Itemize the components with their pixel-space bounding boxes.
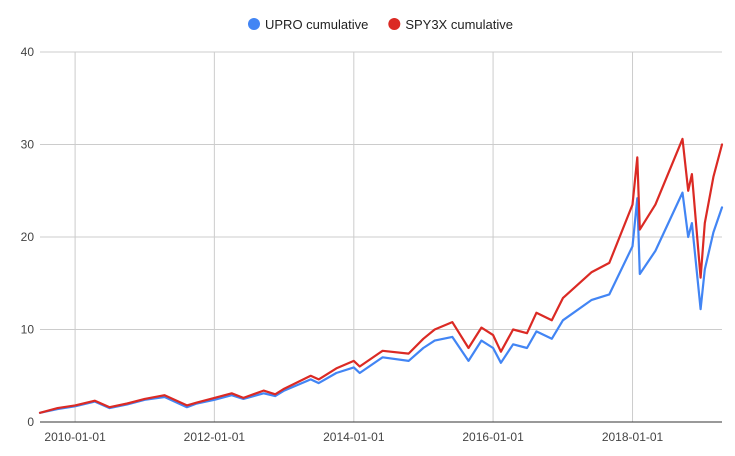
legend: UPRO cumulative SPY3X cumulative <box>248 17 513 32</box>
y-axis: 0 10 20 30 40 <box>21 45 35 429</box>
x-tick-label: 2012-01-01 <box>184 430 246 444</box>
series-line-spy3x <box>38 137 724 414</box>
legend-swatch-upro <box>248 18 260 30</box>
y-tick-label: 30 <box>21 138 35 152</box>
y-tick-label: 20 <box>21 230 35 244</box>
y-tick-label: 40 <box>21 45 35 59</box>
legend-label-spy3x: SPY3X cumulative <box>405 17 513 32</box>
y-tick-label: 10 <box>21 323 35 337</box>
x-tick-label: 2014-01-01 <box>323 430 385 444</box>
x-axis: 2010-01-01 2012-01-01 2014-01-01 2016-01-01… <box>40 421 722 444</box>
legend-label-upro: UPRO cumulative <box>265 17 368 32</box>
series-line-upro <box>38 191 724 414</box>
legend-swatch-spy3x <box>388 18 401 30</box>
y-tick-label: 0 <box>27 415 34 429</box>
x-tick-label: 2018-01-01 <box>602 430 664 444</box>
series-layer <box>38 137 724 414</box>
x-tick-label: 2016-01-01 <box>462 430 524 444</box>
x-tick-label: 2010-01-01 <box>44 430 106 444</box>
